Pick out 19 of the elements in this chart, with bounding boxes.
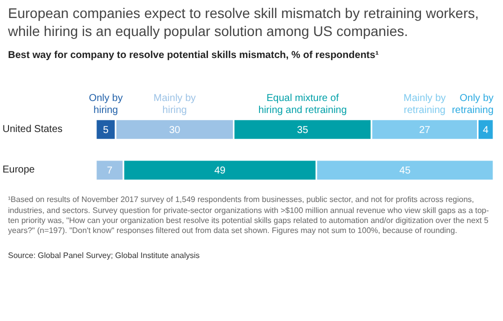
data-label: 4 [482,125,489,136]
data-label: 49 [214,166,226,177]
data-label: 30 [169,125,181,136]
data-label: 35 [297,125,309,136]
series-label: Mainly by hiring [154,93,196,116]
chart-title: European companies expect to resolve skill mismatch by retraining workers, while hiring is an equally popular solution among US companies. [8,5,480,40]
data-label: 27 [419,125,431,136]
series-label: Mainly by retraining [404,93,446,116]
series-label: Only by retraining [452,93,494,116]
chart-subtitle: Best way for company to resolve potential skills mismatch, % of respondents¹ [8,49,379,63]
y-tick-label: Europe [2,164,36,176]
data-label: 7 [106,166,113,177]
source-note: Source: Global Panel Survey; Global Institute analysis [8,250,200,262]
series-label: Only by hiring [88,93,123,116]
y-tick-label: United States [2,124,63,136]
text: ¹Based on results of November 2017 survey of 1,549 respondents from businesses, public sector, and not for profits across regions, industries, and sectors. Survey question for private-sector organizations with >$100 million annual revenue who view skill gaps as a top-ten priority was, "How can your organization best resolve its potential skills gaps related to automation and/or digitization over the next 5 years?" (n=197). "Don't know" responses filtered out from data set shown. Figures may not sum to 100%, because of rounding. [8,195,490,237]
data-label: 45 [399,166,411,177]
data-label: 5 [102,125,109,136]
series-label: Equal mixture of hiring and retraining [258,93,347,116]
